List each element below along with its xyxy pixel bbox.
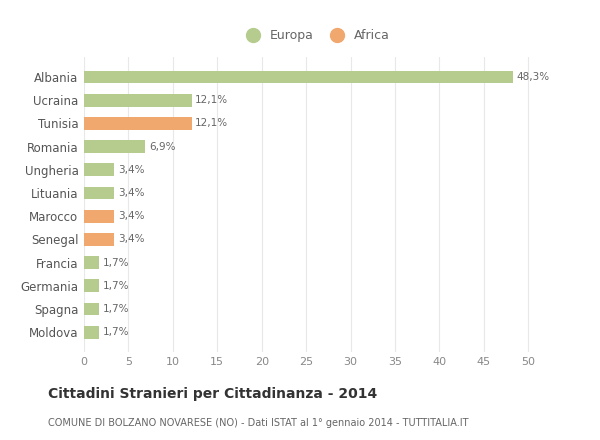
Text: 12,1%: 12,1%: [195, 118, 228, 128]
Text: Cittadini Stranieri per Cittadinanza - 2014: Cittadini Stranieri per Cittadinanza - 2…: [48, 387, 377, 401]
Text: 3,4%: 3,4%: [118, 235, 144, 244]
Bar: [84, 117, 191, 130]
Text: 12,1%: 12,1%: [195, 95, 228, 105]
Text: 3,4%: 3,4%: [118, 165, 144, 175]
Text: 1,7%: 1,7%: [103, 327, 129, 337]
Bar: [84, 163, 114, 176]
Bar: [84, 233, 114, 246]
Text: 48,3%: 48,3%: [517, 72, 550, 82]
Bar: [84, 210, 114, 223]
Bar: [84, 70, 513, 83]
Text: 1,7%: 1,7%: [103, 281, 129, 291]
Text: 3,4%: 3,4%: [118, 211, 144, 221]
Bar: [84, 187, 114, 199]
Bar: [84, 326, 99, 339]
Text: 3,4%: 3,4%: [118, 188, 144, 198]
Bar: [84, 256, 99, 269]
Bar: [84, 94, 191, 106]
Text: 1,7%: 1,7%: [103, 257, 129, 268]
Bar: [84, 140, 145, 153]
Text: 6,9%: 6,9%: [149, 142, 175, 152]
Bar: [84, 303, 99, 315]
Legend: Europa, Africa: Europa, Africa: [236, 25, 394, 46]
Text: 1,7%: 1,7%: [103, 304, 129, 314]
Text: COMUNE DI BOLZANO NOVARESE (NO) - Dati ISTAT al 1° gennaio 2014 - TUTTITALIA.IT: COMUNE DI BOLZANO NOVARESE (NO) - Dati I…: [48, 418, 469, 428]
Bar: [84, 279, 99, 292]
